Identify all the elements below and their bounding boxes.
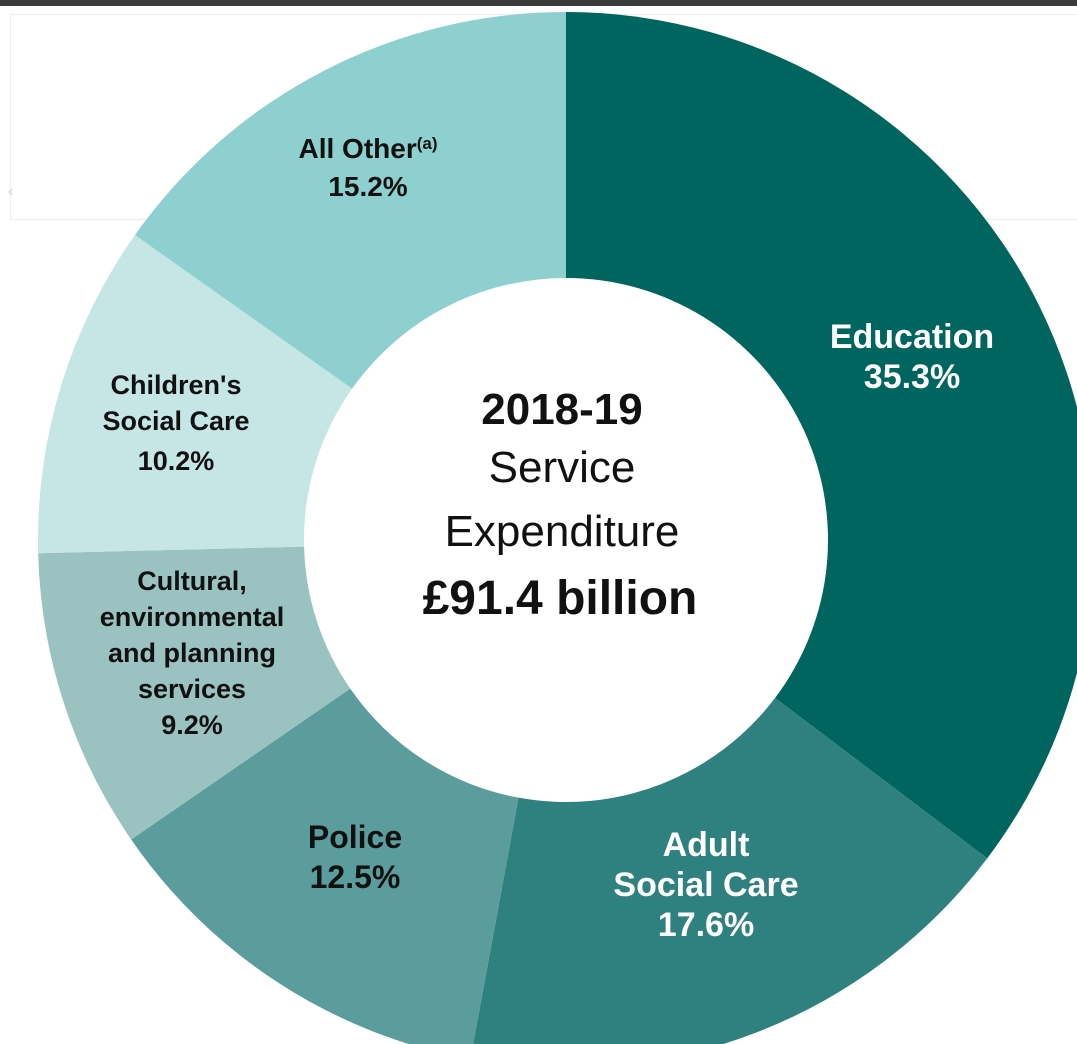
- center-line-expenditure: Expenditure: [445, 507, 680, 556]
- slice-percent: 35.3%: [864, 358, 960, 396]
- slice-label-police: Police 12.5%: [308, 819, 402, 895]
- center-line-service: Service: [489, 443, 636, 492]
- slice-superscript: (a): [417, 134, 438, 153]
- slice-children-s-social-care: [38, 235, 353, 554]
- slice-name-line: Education: [830, 318, 994, 356]
- slice-percent: 10.2%: [138, 446, 215, 476]
- slice-name-line: environmental: [100, 602, 285, 632]
- slice-name-line: Social Care: [102, 406, 249, 436]
- slice-education: [566, 12, 1077, 859]
- slice-label-cultural-environmental-and-planning-services: Cultural, environmental and planning servic…: [100, 566, 285, 740]
- slice-name-line: Police: [308, 819, 402, 855]
- slice-police: [131, 688, 519, 1044]
- center-total: £91.4 billion: [423, 572, 698, 625]
- scroll-left-arrow-icon[interactable]: ‹: [8, 183, 14, 200]
- slice-name-line: Social Care: [613, 866, 798, 904]
- slice-percent: 17.6%: [658, 906, 754, 944]
- donut-slices: [38, 12, 1077, 1044]
- center-label: 2018-19 Service Expenditure £91.4 billio…: [423, 385, 698, 625]
- slice-all-other: [134, 12, 566, 389]
- slice-cultural-environmental-and-planning-services: [38, 546, 351, 840]
- slice-name-line: services: [138, 674, 246, 704]
- slice-percent: 15.2%: [328, 171, 407, 202]
- slice-name-line: and planning: [108, 638, 276, 668]
- slice-adult-social-care: [473, 697, 988, 1044]
- slice-name-line: All Other(a): [298, 133, 437, 164]
- center-year: 2018-19: [481, 385, 642, 434]
- slice-name-line: Adult: [663, 826, 750, 864]
- slice-label-all-other: All Other(a) 15.2%: [298, 133, 437, 202]
- slice-percent: 12.5%: [310, 859, 401, 895]
- slice-percent: 9.2%: [161, 710, 223, 740]
- slice-label-children-s-social-care: Children's Social Care 10.2%: [102, 370, 249, 476]
- top-border-bar: [0, 0, 1077, 6]
- slice-name-line: Children's: [111, 370, 242, 400]
- slice-name-line: Cultural,: [137, 566, 247, 596]
